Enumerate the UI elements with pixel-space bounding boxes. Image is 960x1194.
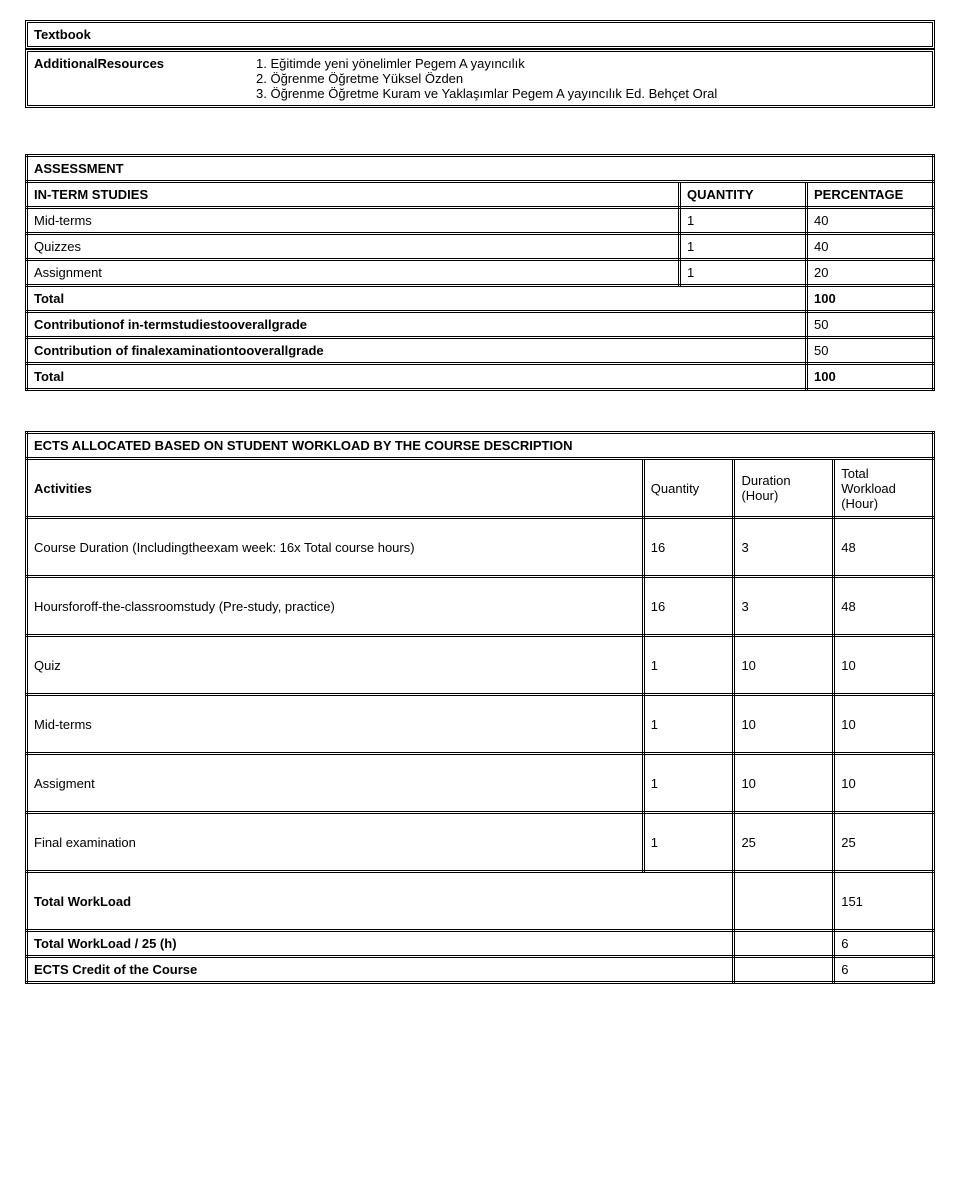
assessment-header-2: PERCENTAGE — [807, 182, 934, 208]
resources-text: 1. Eğitimde yeni yönelimler Pegem A yayı… — [250, 52, 932, 105]
textbook-label: Textbook — [34, 27, 91, 42]
workload-header-1: Quantity — [643, 459, 734, 518]
table-row: Final examination 1 25 25 — [27, 813, 934, 872]
table-row: ECTS Credit of the Course 6 — [27, 957, 934, 983]
workload-table: ECTS ALLOCATED BASED ON STUDENT WORKLOAD… — [25, 431, 935, 984]
table-row: Total 100 — [27, 286, 934, 312]
table-row: Quiz 1 10 10 — [27, 636, 934, 695]
table-row: Assigment 1 10 10 — [27, 754, 934, 813]
workload-header-2: Duration (Hour) — [734, 459, 834, 518]
table-row: Mid-terms 1 40 — [27, 208, 934, 234]
resources-box: AdditionalResources 1. Eğitimde yeni yön… — [25, 49, 935, 108]
textbook-box: Textbook — [25, 20, 935, 49]
assessment-title: ASSESSMENT — [27, 156, 934, 182]
assessment-header-1: QUANTITY — [680, 182, 807, 208]
table-row: Total WorkLoad / 25 (h) 6 — [27, 931, 934, 957]
workload-header-3: Total Workload (Hour) — [834, 459, 934, 518]
table-row: Total WorkLoad 151 — [27, 872, 934, 931]
workload-header-0: Activities — [27, 459, 644, 518]
resources-label: AdditionalResources — [28, 52, 250, 105]
table-row: Mid-terms 1 10 10 — [27, 695, 934, 754]
table-row: Total 100 — [27, 364, 934, 390]
table-row: Contribution of finalexaminationtooveral… — [27, 338, 934, 364]
assessment-table: ASSESSMENT IN-TERM STUDIES QUANTITY PERC… — [25, 154, 935, 391]
table-row: Quizzes 1 40 — [27, 234, 934, 260]
table-row: Contributionof in-termstudiestooverallgr… — [27, 312, 934, 338]
table-row: Hoursforoff-the-classroomstudy (Pre-stud… — [27, 577, 934, 636]
workload-title: ECTS ALLOCATED BASED ON STUDENT WORKLOAD… — [27, 433, 934, 459]
table-row: Assignment 1 20 — [27, 260, 934, 286]
table-row: Course Duration (Includingtheexam week: … — [27, 518, 934, 577]
assessment-header-0: IN-TERM STUDIES — [27, 182, 680, 208]
